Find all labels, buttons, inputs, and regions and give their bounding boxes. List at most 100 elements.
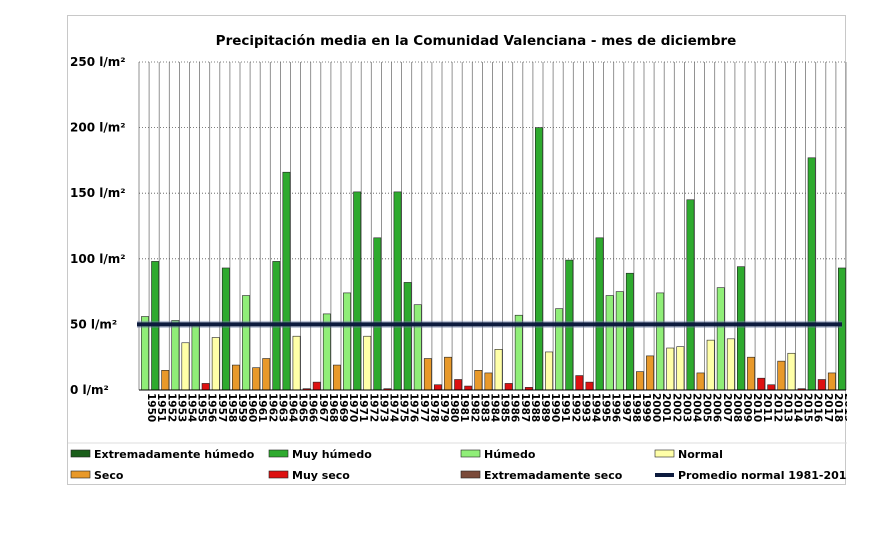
legend-label-muy_seco: Muy seco — [292, 469, 350, 482]
x-tick-label-2009: 2009 — [741, 393, 753, 422]
x-tick-label-1955: 1955 — [196, 393, 208, 422]
x-tick-label-1988: 1988 — [529, 393, 541, 422]
x-tick-label-1982: 1982 — [468, 393, 480, 422]
x-tick-label-1998: 1998 — [630, 393, 642, 422]
legend-swatch-humedo — [460, 449, 481, 458]
bar-1997 — [615, 291, 624, 391]
bar-1991 — [555, 308, 564, 391]
legend-label-humedo: Húmedo — [484, 448, 536, 461]
x-tick-label-2016: 2016 — [812, 393, 824, 422]
y-tick-label: 250 l/m² — [70, 55, 125, 69]
x-tick-label-2008: 2008 — [731, 393, 743, 422]
x-tick-label-2015: 2015 — [802, 393, 814, 422]
bar-1989 — [535, 127, 543, 391]
bar-1972 — [363, 335, 372, 391]
bar-1971 — [353, 191, 362, 391]
bar-2005 — [696, 372, 705, 391]
x-tick-label-2006: 2006 — [711, 393, 723, 422]
x-tick-label-1990: 1990 — [549, 393, 561, 422]
x-tick-label-2011: 2011 — [761, 393, 773, 422]
bar-2013 — [777, 360, 786, 391]
x-tick-label-1993: 1993 — [579, 393, 591, 422]
bar-1964 — [282, 171, 291, 391]
x-tick-label-1987: 1987 — [519, 393, 531, 422]
x-tick-label-1980: 1980 — [448, 393, 460, 422]
bar-1959 — [232, 364, 240, 391]
bar-1970 — [343, 292, 351, 391]
x-tick-label-1997: 1997 — [620, 393, 632, 422]
bar-1996 — [605, 295, 614, 391]
bar-1984 — [484, 372, 493, 391]
bar-2004 — [686, 199, 695, 391]
x-tick-label-1969: 1969 — [337, 393, 349, 422]
x-tick-label-1989: 1989 — [539, 393, 551, 422]
x-tick-label-2001: 2001 — [660, 393, 672, 422]
legend-swatch-muy_seco — [268, 470, 289, 479]
x-tick-label-1960: 1960 — [246, 393, 258, 422]
bar-1962 — [262, 358, 271, 391]
bar-1980 — [444, 356, 452, 391]
bar-2019 — [838, 267, 846, 391]
x-tick-label-1981: 1981 — [458, 393, 470, 422]
chart-title: Precipitación media en la Comunidad Vale… — [216, 33, 737, 49]
x-tick-label-1970: 1970 — [347, 393, 359, 422]
legend-label-seco: Seco — [94, 469, 124, 482]
bar-2017 — [817, 379, 826, 391]
bar-1977 — [413, 304, 422, 391]
x-tick-label-2005: 2005 — [701, 393, 713, 422]
x-tick-label-1983: 1983 — [478, 393, 490, 422]
bar-2006 — [706, 339, 715, 391]
x-tick-label-2014: 2014 — [791, 393, 803, 422]
bar-1960 — [242, 295, 250, 391]
x-tick-label-1952: 1952 — [165, 393, 177, 422]
x-tick-label-1996: 1996 — [610, 393, 622, 422]
x-tick-label-2017: 2017 — [822, 393, 834, 422]
x-tick-label-1964: 1964 — [286, 393, 298, 422]
x-tick-label-1973: 1973 — [377, 393, 389, 422]
x-tick-label-2007: 2007 — [721, 393, 733, 422]
bar-1955 — [191, 325, 200, 391]
y-tick-label: 150 l/m² — [70, 186, 125, 200]
bar-1994 — [585, 381, 594, 391]
x-tick-label-1985: 1985 — [499, 393, 511, 422]
legend-label-ext_humedo: Extremadamente húmedo — [94, 448, 255, 461]
x-tick-label-1977: 1977 — [418, 393, 430, 422]
x-tick-label-1951: 1951 — [155, 393, 167, 422]
legend: Extremadamente húmedo Muy húmedo Húmedo Nor… — [68, 442, 847, 482]
bar-1965 — [292, 335, 301, 391]
legend-swatch-ext_humedo — [70, 449, 91, 458]
bar-1953 — [171, 320, 180, 391]
x-tick-label-1972: 1972 — [367, 393, 379, 422]
x-tick-label-1994: 1994 — [589, 393, 601, 422]
x-tick-label-1953: 1953 — [175, 393, 187, 422]
bar-1973 — [373, 237, 382, 391]
bar-2001 — [656, 292, 665, 391]
bar-2009 — [737, 266, 745, 391]
x-tick-label-1959: 1959 — [236, 393, 248, 422]
bar-1975 — [393, 191, 402, 391]
legend-label-normal: Normal — [678, 448, 723, 461]
y-tick-label: 50 l/m² — [70, 317, 117, 331]
x-tick-label-1965: 1965 — [297, 393, 309, 422]
legend-swatch-muy_humedo — [268, 449, 289, 458]
bar-1954 — [181, 342, 190, 391]
x-tick-label-2002: 2002 — [670, 393, 682, 422]
x-tick-label-1950: 1950 — [145, 393, 157, 422]
grid-lines — [138, 61, 847, 390]
bar-1998 — [625, 272, 634, 391]
x-tick-label-2019: 2019 — [842, 393, 847, 422]
bar-1956 — [201, 383, 210, 391]
bar-1993 — [575, 375, 584, 391]
y-tick-label: 100 l/m² — [70, 252, 125, 266]
bar-1961 — [252, 367, 261, 391]
bar-1976 — [403, 282, 412, 391]
legend-label-promedio: Promedio normal 1981-2010 — [678, 469, 847, 482]
chart-frame: Precipitación media en la Comunidad Vale… — [67, 15, 847, 485]
x-tick-label-1976: 1976 — [408, 393, 420, 422]
x-tick-label-1966: 1966 — [307, 393, 319, 422]
bar-1983 — [474, 370, 483, 391]
legend-swatch-seco — [70, 470, 91, 479]
x-tick-label-1974: 1974 — [387, 393, 399, 422]
bar-2016 — [807, 157, 816, 391]
legend-swatch-ext_seco — [460, 470, 481, 479]
